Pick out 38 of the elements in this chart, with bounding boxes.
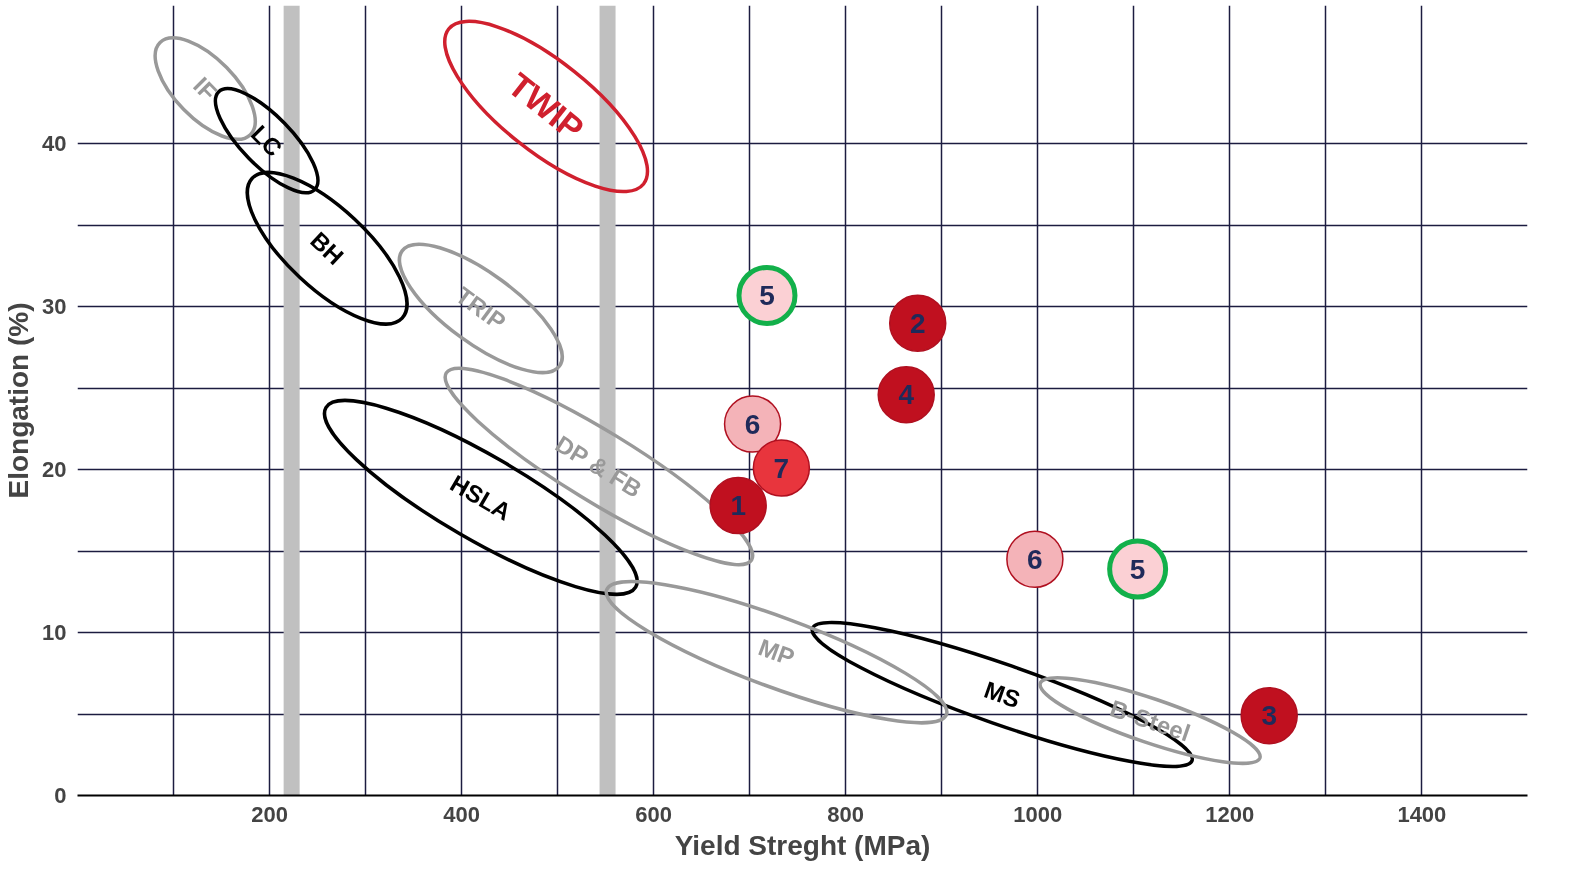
annotation: 6 — [1027, 543, 1043, 575]
point — [709, 476, 767, 535]
y-tick-label: 0 — [54, 783, 67, 808]
x-tick-label: 1400 — [1397, 801, 1447, 827]
x-tick-label: 400 — [443, 801, 480, 827]
x-tick-label: 600 — [635, 801, 673, 827]
annotation: MP — [755, 633, 799, 672]
x-tick-label: 800 — [827, 801, 865, 827]
point — [1006, 530, 1064, 589]
x-axis-title: Yield Streght (MPa) — [674, 829, 931, 861]
point — [888, 294, 947, 352]
annotation: 4 — [898, 379, 915, 411]
annotation: IF — [188, 71, 223, 106]
point — [736, 264, 798, 326]
y-tick-label: 10 — [42, 620, 67, 646]
annotation: 3 — [1261, 700, 1277, 732]
point — [752, 439, 811, 497]
point — [1107, 538, 1169, 600]
annotation: 7 — [773, 452, 790, 484]
point — [877, 366, 935, 424]
annotation: TRIP — [450, 281, 511, 336]
x-tick-label: 200 — [251, 801, 288, 827]
x-tick-label: 1200 — [1205, 801, 1255, 827]
point — [1240, 686, 1298, 745]
x-tick-label: 1000 — [1013, 801, 1063, 827]
annotation: 5 — [759, 279, 775, 311]
annotation: 5 — [1129, 553, 1146, 585]
y-tick-label: 40 — [42, 131, 67, 157]
annotation: LC — [245, 119, 288, 162]
annotation: 2 — [909, 307, 926, 339]
y-tick-label: 30 — [42, 294, 67, 320]
y-tick-label: 20 — [42, 457, 67, 483]
annotation: BH — [305, 226, 350, 270]
annotation: 6 — [744, 408, 761, 440]
annotation: MS — [980, 675, 1024, 714]
annotation: 1 — [730, 490, 746, 522]
y-axis-title: Elongation (%) — [3, 302, 35, 499]
annotation: DP & FB — [550, 429, 647, 503]
